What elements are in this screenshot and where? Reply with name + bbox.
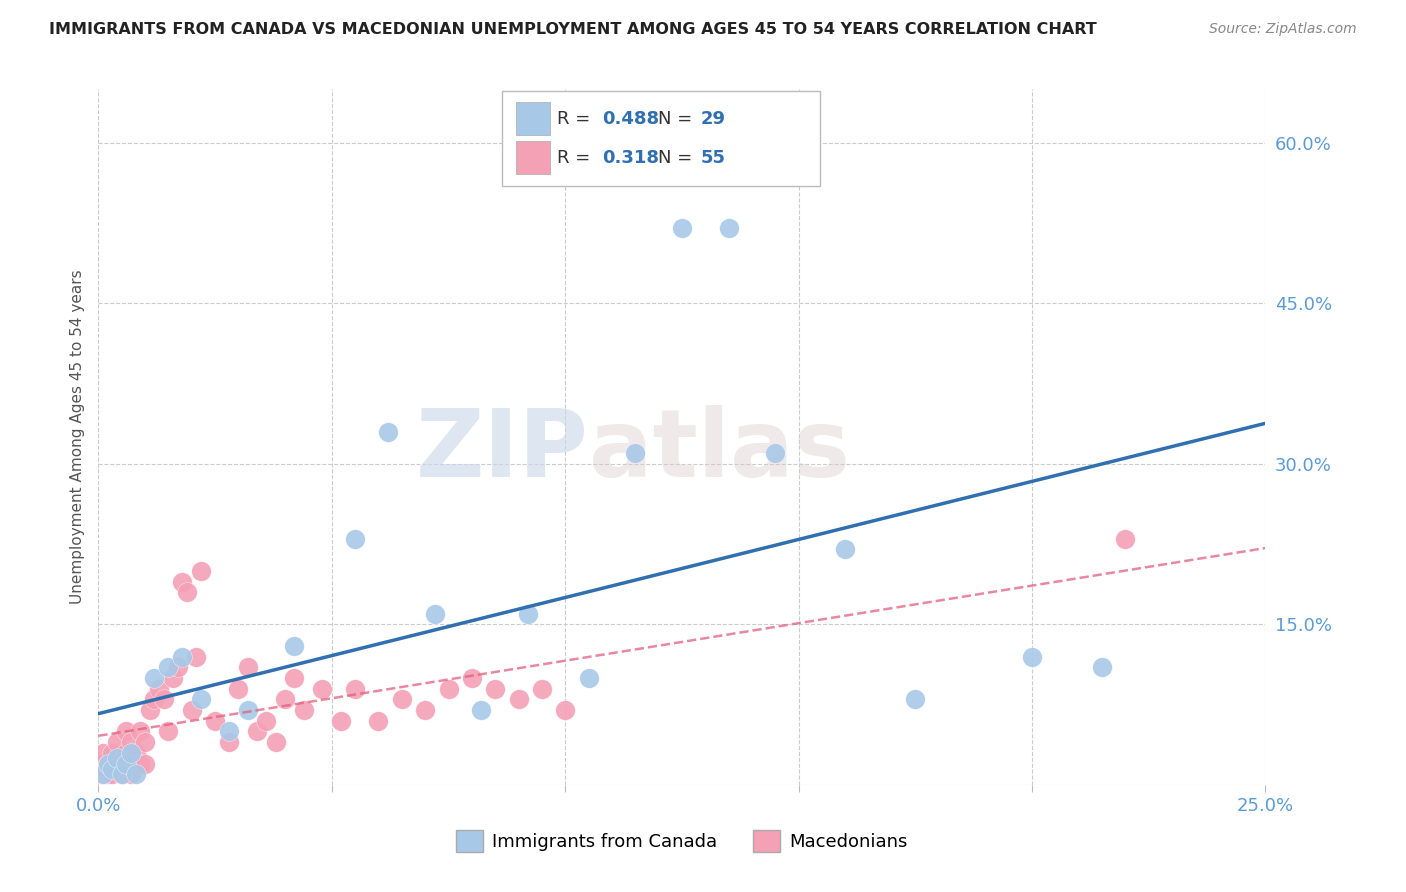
Point — [120, 767, 142, 781]
Point — [111, 767, 134, 781]
Text: Source: ZipAtlas.com: Source: ZipAtlas.com — [1209, 22, 1357, 37]
Point — [91, 756, 114, 771]
Text: 29: 29 — [700, 110, 725, 128]
Point — [256, 714, 278, 728]
Point — [152, 692, 174, 706]
Point — [470, 703, 492, 717]
Point — [423, 607, 446, 621]
Point — [377, 425, 399, 439]
Point — [437, 681, 460, 696]
Point — [344, 681, 367, 696]
Point — [180, 703, 202, 717]
Point — [157, 724, 180, 739]
Point — [530, 681, 553, 696]
Point — [218, 735, 240, 749]
Point — [186, 649, 208, 664]
Point — [172, 649, 194, 664]
Point — [554, 703, 576, 717]
Text: 0.488: 0.488 — [602, 110, 659, 128]
Point — [97, 756, 120, 771]
Point — [91, 746, 114, 760]
Point — [134, 756, 156, 771]
Point — [292, 703, 315, 717]
Point — [111, 756, 134, 771]
Point — [148, 681, 170, 696]
Point — [143, 671, 166, 685]
Point — [129, 756, 152, 771]
Point — [204, 714, 226, 728]
Text: R =: R = — [557, 149, 596, 167]
Point — [162, 671, 184, 685]
Point — [105, 756, 128, 771]
Point — [129, 724, 152, 739]
Text: ZIP: ZIP — [416, 405, 589, 497]
Point — [139, 703, 162, 717]
Point — [413, 703, 436, 717]
Point — [508, 692, 530, 706]
Text: N =: N = — [658, 149, 697, 167]
Point — [115, 746, 138, 760]
Point — [120, 746, 142, 760]
Point — [157, 660, 180, 674]
Point — [115, 756, 138, 771]
Point — [1021, 649, 1043, 664]
Point — [344, 532, 367, 546]
Legend: Immigrants from Canada, Macedonians: Immigrants from Canada, Macedonians — [449, 823, 915, 859]
Point — [111, 767, 134, 781]
Point — [1114, 532, 1136, 546]
Point — [125, 767, 148, 781]
Point — [125, 746, 148, 760]
Point — [120, 735, 142, 749]
Point — [834, 542, 856, 557]
Point — [236, 660, 259, 674]
Point — [190, 692, 212, 706]
Text: R =: R = — [557, 110, 596, 128]
Text: N =: N = — [658, 110, 697, 128]
Point — [264, 735, 287, 749]
Point — [190, 564, 212, 578]
Point — [671, 221, 693, 235]
Point — [516, 607, 538, 621]
Point — [330, 714, 353, 728]
Point — [91, 767, 114, 781]
Point — [246, 724, 269, 739]
Point — [624, 446, 647, 460]
Point — [166, 660, 188, 674]
Point — [236, 703, 259, 717]
Point — [228, 681, 250, 696]
Point — [218, 724, 240, 739]
Point — [115, 724, 138, 739]
Point — [143, 692, 166, 706]
Point — [101, 762, 124, 776]
Point — [101, 767, 124, 781]
Text: 55: 55 — [700, 149, 725, 167]
Point — [172, 574, 194, 589]
Point — [274, 692, 297, 706]
Point — [578, 671, 600, 685]
Point — [105, 751, 128, 765]
Point — [311, 681, 333, 696]
Point — [391, 692, 413, 706]
Point — [904, 692, 927, 706]
Point — [484, 681, 506, 696]
Point — [763, 446, 786, 460]
Y-axis label: Unemployment Among Ages 45 to 54 years: Unemployment Among Ages 45 to 54 years — [70, 269, 86, 605]
Point — [283, 639, 305, 653]
Text: atlas: atlas — [589, 405, 849, 497]
Point — [97, 756, 120, 771]
Point — [105, 735, 128, 749]
Point — [367, 714, 389, 728]
Point — [134, 735, 156, 749]
Point — [101, 746, 124, 760]
Point — [91, 767, 114, 781]
Text: IMMIGRANTS FROM CANADA VS MACEDONIAN UNEMPLOYMENT AMONG AGES 45 TO 54 YEARS CORR: IMMIGRANTS FROM CANADA VS MACEDONIAN UNE… — [49, 22, 1097, 37]
Point — [97, 767, 120, 781]
Point — [176, 585, 198, 599]
Point — [717, 221, 740, 235]
Text: 0.318: 0.318 — [602, 149, 659, 167]
Point — [1091, 660, 1114, 674]
Point — [283, 671, 305, 685]
Point — [461, 671, 484, 685]
